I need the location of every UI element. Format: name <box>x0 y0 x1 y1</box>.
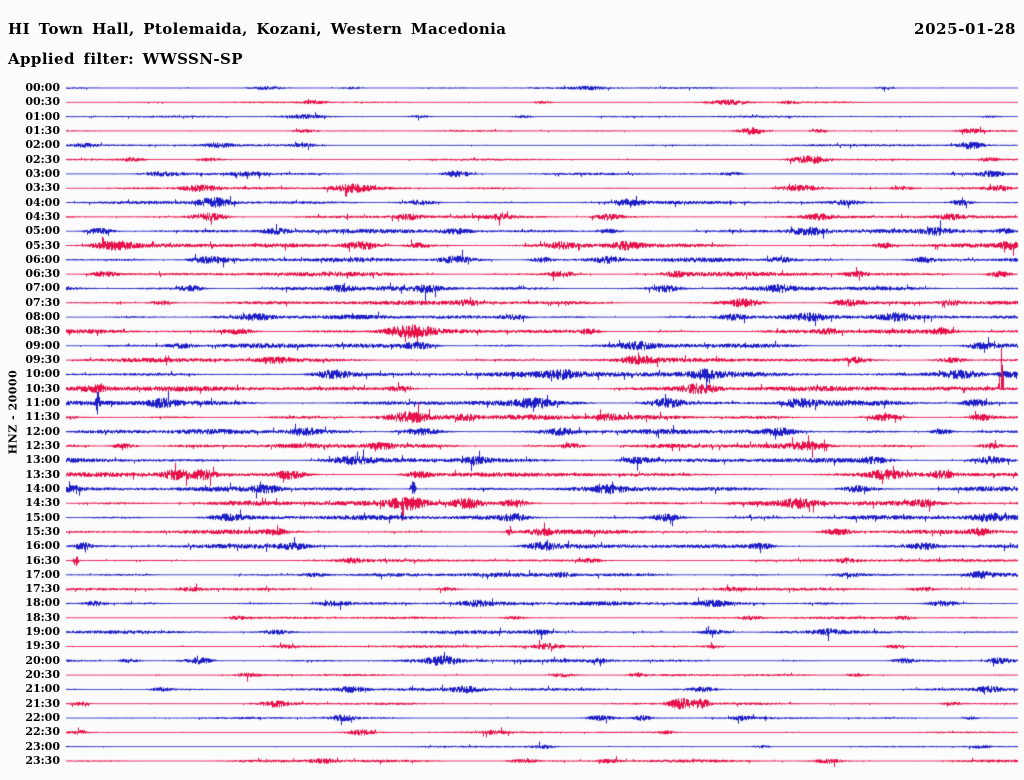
time-label: 10:30 <box>25 381 60 395</box>
time-label: 16:30 <box>25 553 60 567</box>
time-label: 20:00 <box>25 653 60 667</box>
time-label: 07:00 <box>25 281 60 295</box>
time-label: 20:30 <box>25 668 60 682</box>
time-label: 12:30 <box>25 438 60 452</box>
time-label: 22:30 <box>25 725 60 739</box>
time-label: 11:00 <box>25 396 60 410</box>
time-label: 21:00 <box>25 682 60 696</box>
time-label: 09:30 <box>25 353 60 367</box>
time-label: 14:30 <box>25 496 60 510</box>
time-label: 03:30 <box>25 181 60 195</box>
time-label: 01:00 <box>25 109 60 123</box>
time-label: 19:30 <box>25 639 60 653</box>
time-label: 14:00 <box>25 481 60 495</box>
time-label: 08:30 <box>25 324 60 338</box>
time-label: 03:00 <box>25 166 60 180</box>
time-label: 04:00 <box>25 195 60 209</box>
time-label: 13:30 <box>25 467 60 481</box>
time-label: 23:00 <box>25 739 60 753</box>
time-label: 17:00 <box>25 567 60 581</box>
time-label: 22:00 <box>25 711 60 725</box>
plot-date: 2025-01-28 <box>914 20 1016 38</box>
time-label: 08:00 <box>25 310 60 324</box>
time-label: 09:00 <box>25 338 60 352</box>
time-label: 18:00 <box>25 596 60 610</box>
time-label: 06:30 <box>25 267 60 281</box>
time-label: 05:00 <box>25 224 60 238</box>
time-label: 07:30 <box>25 295 60 309</box>
time-label: 15:30 <box>25 524 60 538</box>
time-label: 18:30 <box>25 610 60 624</box>
time-label: 01:30 <box>25 123 60 137</box>
station-title: HI Town Hall, Ptolemaida, Kozani, Wester… <box>8 20 507 38</box>
time-label: 00:00 <box>25 81 60 94</box>
time-label: 02:30 <box>25 152 60 166</box>
time-label: 02:00 <box>25 138 60 152</box>
time-label: 12:00 <box>25 424 60 438</box>
time-label: 04:30 <box>25 209 60 223</box>
time-label: 19:00 <box>25 625 60 639</box>
time-label: 16:00 <box>25 539 60 553</box>
time-label: 23:30 <box>25 754 60 767</box>
time-label: 15:00 <box>25 510 60 524</box>
time-label: 17:30 <box>25 582 60 596</box>
time-label: 05:30 <box>25 238 60 252</box>
time-label: 11:30 <box>25 410 60 424</box>
time-label: 21:30 <box>25 696 60 710</box>
applied-filter-label: Applied filter: WWSSN-SP <box>8 50 243 68</box>
time-label: 06:00 <box>25 252 60 266</box>
time-label: 10:00 <box>25 367 60 381</box>
time-label: 00:30 <box>25 95 60 109</box>
time-label: 13:00 <box>25 453 60 467</box>
